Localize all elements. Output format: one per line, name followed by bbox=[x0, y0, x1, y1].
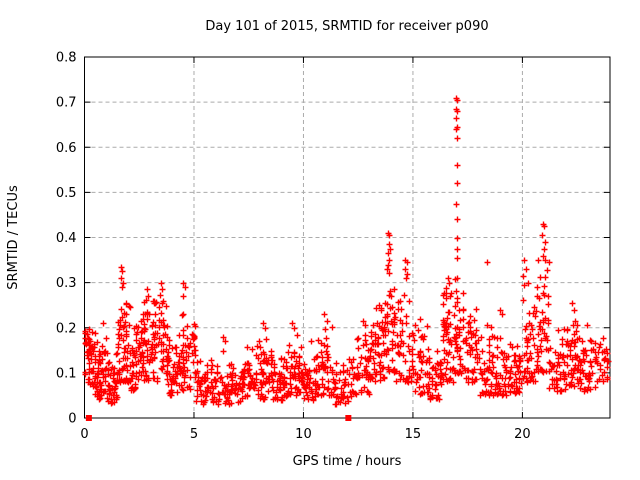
y-tick-label: 0.2 bbox=[56, 321, 77, 336]
y-axis-label: SRMTID / TECUs bbox=[6, 185, 21, 290]
axis-tick-labels: 0 0.1 0.2 0.3 0.4 0.5 0.6 0.7 0.8 0 5 10 15 20 bbox=[56, 51, 531, 443]
x-tick-label: 20 bbox=[514, 427, 531, 442]
chart-title: Day 101 of 2015, SRMTID for receiver p09… bbox=[205, 19, 488, 34]
zero-square-marker bbox=[85, 415, 92, 421]
y-tick-label: 0.3 bbox=[56, 276, 77, 291]
y-tick-label: 0.7 bbox=[56, 96, 77, 111]
y-tick-label: 0.6 bbox=[56, 141, 77, 156]
x-axis-label: GPS time / hours bbox=[293, 454, 402, 469]
y-tick-label: 0.5 bbox=[56, 186, 77, 201]
x-tick-label: 15 bbox=[405, 427, 422, 442]
zero-square-marker bbox=[345, 415, 352, 421]
x-tick-label: 10 bbox=[295, 427, 312, 442]
data-points bbox=[82, 95, 612, 421]
srmtid-plus-markers bbox=[82, 95, 612, 408]
y-tick-label: 0 bbox=[68, 412, 76, 427]
gridlines bbox=[84, 57, 610, 418]
x-tick-label: 0 bbox=[80, 427, 88, 442]
y-tick-label: 0.1 bbox=[56, 366, 77, 381]
y-tick-label: 0.8 bbox=[56, 51, 77, 66]
y-tick-label: 0.4 bbox=[56, 231, 77, 246]
x-tick-label: 5 bbox=[190, 427, 198, 442]
